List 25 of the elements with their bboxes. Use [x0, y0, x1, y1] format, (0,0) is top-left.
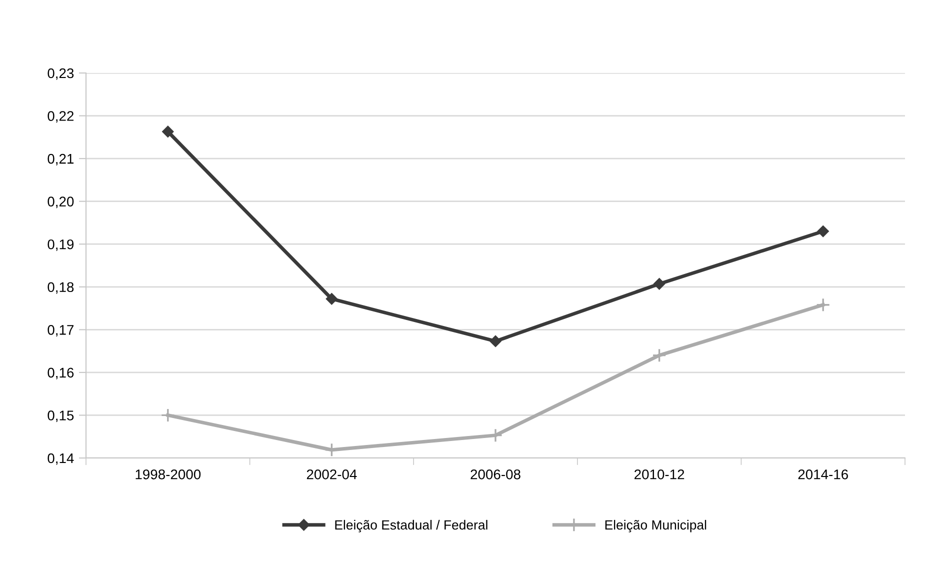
point: [652, 348, 666, 362]
point: [817, 226, 829, 238]
y-tick-label: 0,23: [48, 68, 74, 80]
y-tick-label: 0,17: [48, 325, 74, 336]
point: [162, 126, 174, 138]
x-tick-label: 2010-12: [634, 469, 684, 480]
legend-label: Eleição Estadual / Federal: [335, 520, 488, 532]
y-tick-label: 0,14: [48, 453, 74, 465]
y-tick-label: 0,15: [48, 410, 74, 422]
x-tick-label: 2014-16: [798, 469, 848, 480]
x-tick-label: 2002-04: [306, 469, 357, 480]
y-tick-label: 0,21: [48, 154, 74, 166]
legend-label: Eleição Municipal: [605, 520, 706, 532]
x-tick-label: 2006-08: [470, 469, 520, 480]
point: [816, 298, 830, 312]
point: [490, 335, 502, 347]
x-tick-label: 1998-2000: [136, 469, 201, 480]
y-tick-label: 0,20: [48, 196, 74, 208]
y-tick-label: 0,22: [48, 111, 74, 123]
point: [326, 293, 338, 305]
y-tick-label: 0,16: [48, 368, 74, 380]
point: [654, 278, 666, 290]
point: [160, 408, 175, 422]
y-tick-label: 0,18: [48, 282, 74, 294]
y-tick-label: 0,19: [48, 239, 74, 251]
